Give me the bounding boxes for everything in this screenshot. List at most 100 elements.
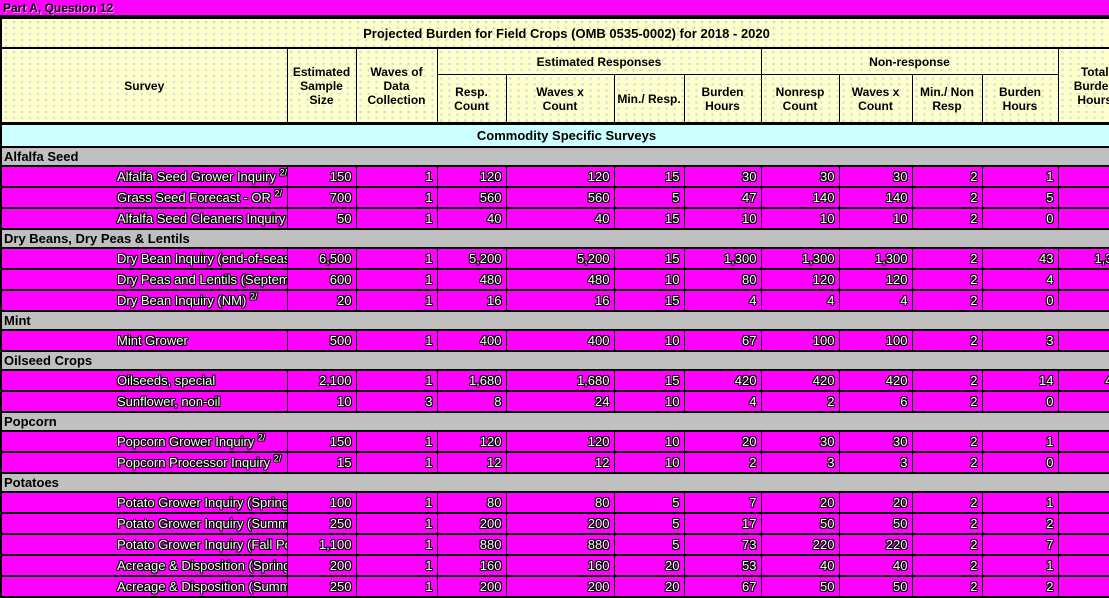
survey-name-cell[interactable]: Dry Bean Inquiry (NM) 2/ — [0, 289, 288, 312]
survey-name-cell[interactable]: Dry Bean Inquiry (end-of-season - Dec) — [0, 247, 288, 270]
value-cell[interactable]: 480 — [436, 268, 507, 291]
value-cell[interactable]: 5 — [981, 186, 1059, 209]
value-cell[interactable]: 1 — [355, 289, 438, 312]
value-cell[interactable]: 150 — [286, 430, 357, 453]
value-cell[interactable]: 1 — [355, 268, 438, 291]
value-cell[interactable]: 1 — [355, 451, 438, 474]
value-cell[interactable]: 5,200 — [505, 247, 615, 270]
value-cell[interactable]: 20 — [286, 289, 357, 312]
value-cell[interactable]: 1,680 — [436, 369, 507, 392]
value-cell[interactable]: 1,680 — [505, 369, 615, 392]
value-cell[interactable]: 20 — [838, 491, 913, 514]
value-cell[interactable]: 4 — [683, 289, 762, 312]
value-cell[interactable]: 2 — [911, 329, 983, 352]
value-cell[interactable]: 150 — [286, 165, 357, 188]
value-cell[interactable]: 600 — [286, 268, 357, 291]
value-cell[interactable]: 120 — [838, 268, 913, 291]
value-cell[interactable]: 4 — [683, 390, 762, 413]
value-cell[interactable]: 2 — [911, 268, 983, 291]
value-cell[interactable]: 1 — [355, 186, 438, 209]
value-cell[interactable]: 1,300 — [760, 247, 840, 270]
survey-name-cell[interactable]: Popcorn Processor Inquiry 2/ — [0, 451, 288, 474]
value-cell[interactable]: 2,100 — [286, 369, 357, 392]
value-cell[interactable]: 30 — [760, 165, 840, 188]
value-cell[interactable]: 70 — [1057, 329, 1109, 352]
value-cell[interactable]: 12 — [505, 451, 615, 474]
survey-name-cell[interactable]: Alfalfa Seed Grower Inquiry 2/ — [0, 165, 288, 188]
value-cell[interactable]: 4 — [1057, 390, 1109, 413]
value-cell[interactable]: 140 — [838, 186, 913, 209]
value-cell[interactable]: 30 — [838, 165, 913, 188]
value-cell[interactable]: 700 — [286, 186, 357, 209]
value-cell[interactable]: 200 — [505, 575, 615, 598]
value-cell[interactable]: 16 — [436, 289, 507, 312]
value-cell[interactable]: 1 — [355, 554, 438, 577]
value-cell[interactable]: 7 — [683, 491, 762, 514]
value-cell[interactable]: 560 — [505, 186, 615, 209]
value-cell[interactable]: 21 — [1057, 430, 1109, 453]
value-cell[interactable]: 420 — [683, 369, 762, 392]
value-cell[interactable]: 40 — [436, 207, 507, 230]
value-cell[interactable]: 1 — [355, 165, 438, 188]
value-cell[interactable]: 1 — [355, 430, 438, 453]
value-cell[interactable]: 19 — [1057, 512, 1109, 535]
value-cell[interactable]: 40 — [505, 207, 615, 230]
value-cell[interactable]: 2 — [1057, 451, 1109, 474]
value-cell[interactable]: 30 — [760, 430, 840, 453]
survey-name-cell[interactable]: Potato Grower Inquiry (Summer Potatoes) — [0, 512, 288, 535]
value-cell[interactable]: 2 — [911, 451, 983, 474]
value-cell[interactable]: 10 — [286, 390, 357, 413]
value-cell[interactable]: 100 — [286, 491, 357, 514]
value-cell[interactable]: 15 — [613, 207, 685, 230]
value-cell[interactable]: 220 — [760, 533, 840, 556]
value-cell[interactable]: 120 — [505, 430, 615, 453]
value-cell[interactable]: 10 — [838, 207, 913, 230]
value-cell[interactable]: 400 — [436, 329, 507, 352]
value-cell[interactable]: 80 — [436, 491, 507, 514]
value-cell[interactable]: 880 — [436, 533, 507, 556]
value-cell[interactable]: 16 — [505, 289, 615, 312]
value-cell[interactable]: 20 — [613, 575, 685, 598]
value-cell[interactable]: 1,343 — [1057, 247, 1109, 270]
value-cell[interactable]: 1 — [355, 207, 438, 230]
value-cell[interactable]: 220 — [838, 533, 913, 556]
value-cell[interactable]: 200 — [505, 512, 615, 535]
value-cell[interactable]: 1 — [355, 247, 438, 270]
value-cell[interactable]: 100 — [760, 329, 840, 352]
value-cell[interactable]: 14 — [981, 369, 1059, 392]
value-cell[interactable]: 2 — [981, 512, 1059, 535]
value-cell[interactable]: 1 — [981, 491, 1059, 514]
survey-name-cell[interactable]: Acreage & Disposition (Spring Potatoes) — [0, 554, 288, 577]
value-cell[interactable]: 5 — [613, 512, 685, 535]
value-cell[interactable]: 420 — [838, 369, 913, 392]
value-cell[interactable]: 5 — [613, 491, 685, 514]
value-cell[interactable]: 40 — [760, 554, 840, 577]
value-cell[interactable]: 160 — [436, 554, 507, 577]
value-cell[interactable]: 5 — [613, 533, 685, 556]
value-cell[interactable]: 120 — [760, 268, 840, 291]
value-cell[interactable]: 120 — [505, 165, 615, 188]
value-cell[interactable]: 2 — [911, 165, 983, 188]
value-cell[interactable]: 6 — [838, 390, 913, 413]
value-cell[interactable]: 2 — [911, 491, 983, 514]
value-cell[interactable]: 73 — [683, 533, 762, 556]
value-cell[interactable]: 80 — [1057, 533, 1109, 556]
value-cell[interactable]: 200 — [436, 575, 507, 598]
value-cell[interactable]: 10 — [613, 268, 685, 291]
value-cell[interactable]: 43 — [981, 247, 1059, 270]
value-cell[interactable]: 140 — [760, 186, 840, 209]
survey-name-cell[interactable]: Sunflower, non-oil — [0, 390, 288, 413]
value-cell[interactable]: 17 — [683, 512, 762, 535]
value-cell[interactable]: 20 — [613, 554, 685, 577]
value-cell[interactable]: 250 — [286, 512, 357, 535]
value-cell[interactable]: 31 — [1057, 165, 1109, 188]
survey-name-cell[interactable]: Grass Seed Forecast - OR 2/ — [0, 186, 288, 209]
value-cell[interactable]: 24 — [505, 390, 615, 413]
value-cell[interactable]: 67 — [683, 575, 762, 598]
value-cell[interactable]: 20 — [760, 491, 840, 514]
value-cell[interactable]: 2 — [760, 390, 840, 413]
value-cell[interactable]: 84 — [1057, 268, 1109, 291]
value-cell[interactable]: 20 — [683, 430, 762, 453]
value-cell[interactable]: 1 — [355, 329, 438, 352]
value-cell[interactable]: 120 — [436, 165, 507, 188]
